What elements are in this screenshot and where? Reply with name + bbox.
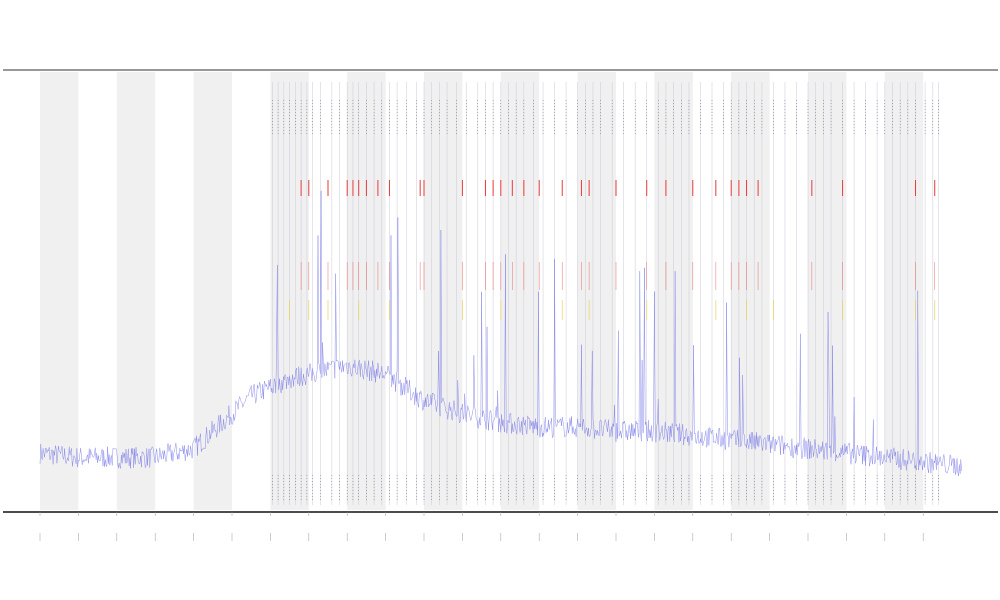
shaded-band (731, 72, 770, 510)
shaded-band (577, 72, 616, 510)
shaded-band (884, 72, 924, 510)
shaded-band (500, 72, 540, 510)
series-line (39, 190, 962, 476)
shaded-bands (40, 72, 924, 510)
shaded-band (424, 72, 463, 510)
shaded-band (193, 72, 232, 510)
shaded-band (116, 72, 156, 510)
event-lines (272, 82, 939, 505)
event-marks (272, 100, 939, 500)
shaded-band (40, 72, 79, 510)
series-layer (39, 190, 962, 476)
x-axis-ticks (39, 512, 924, 541)
